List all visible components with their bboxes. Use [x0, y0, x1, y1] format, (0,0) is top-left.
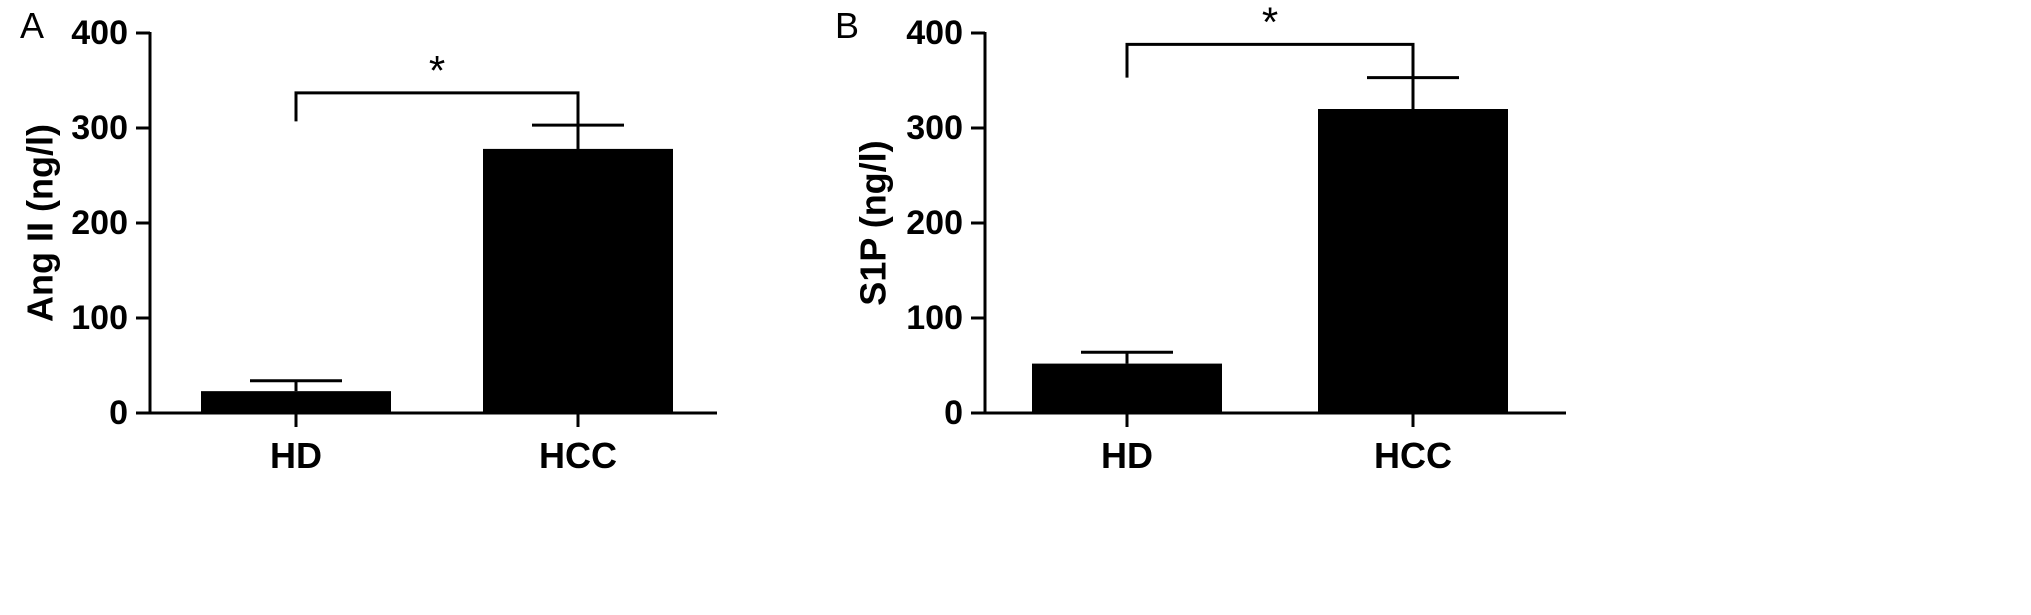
y-tick-label: 400	[906, 14, 963, 52]
y-tick-label: 0	[109, 394, 128, 432]
x-tick-label: HD	[270, 435, 322, 476]
significance-label: *	[429, 47, 445, 94]
panel-a-chart: A Ang II (ng/l) 0 100 200 300 400 HD HCC *	[20, 5, 717, 476]
panel-b-chart: B S1P (ng/l) 0 100 200 300 400 HD HCC *	[835, 0, 1566, 476]
bar-hcc	[1318, 109, 1508, 413]
y-tick-label: 400	[71, 14, 128, 52]
y-tick-label: 0	[944, 394, 963, 432]
y-tick-label: 300	[71, 109, 128, 147]
x-tick-label: HCC	[539, 435, 617, 476]
y-tick-label: 200	[71, 204, 128, 242]
significance-label: *	[1262, 0, 1278, 45]
significance-bracket	[1125, 42, 1415, 109]
panel-label: B	[835, 5, 859, 46]
y-tick-label: 200	[906, 204, 963, 242]
y-tick-label: 100	[906, 299, 963, 337]
panel-label: A	[20, 5, 44, 46]
bar-hd	[201, 391, 391, 413]
y-tick-label: 100	[71, 299, 128, 337]
y-axis-label: S1P (ng/l)	[853, 140, 894, 305]
y-axis-label: Ang II (ng/l)	[20, 124, 61, 322]
bar-hd	[1032, 363, 1222, 413]
x-tick-label: HCC	[1374, 435, 1452, 476]
significance-bracket	[294, 91, 580, 149]
x-tick-label: HD	[1101, 435, 1153, 476]
y-tick-label: 300	[906, 109, 963, 147]
bar-hcc	[483, 148, 673, 413]
